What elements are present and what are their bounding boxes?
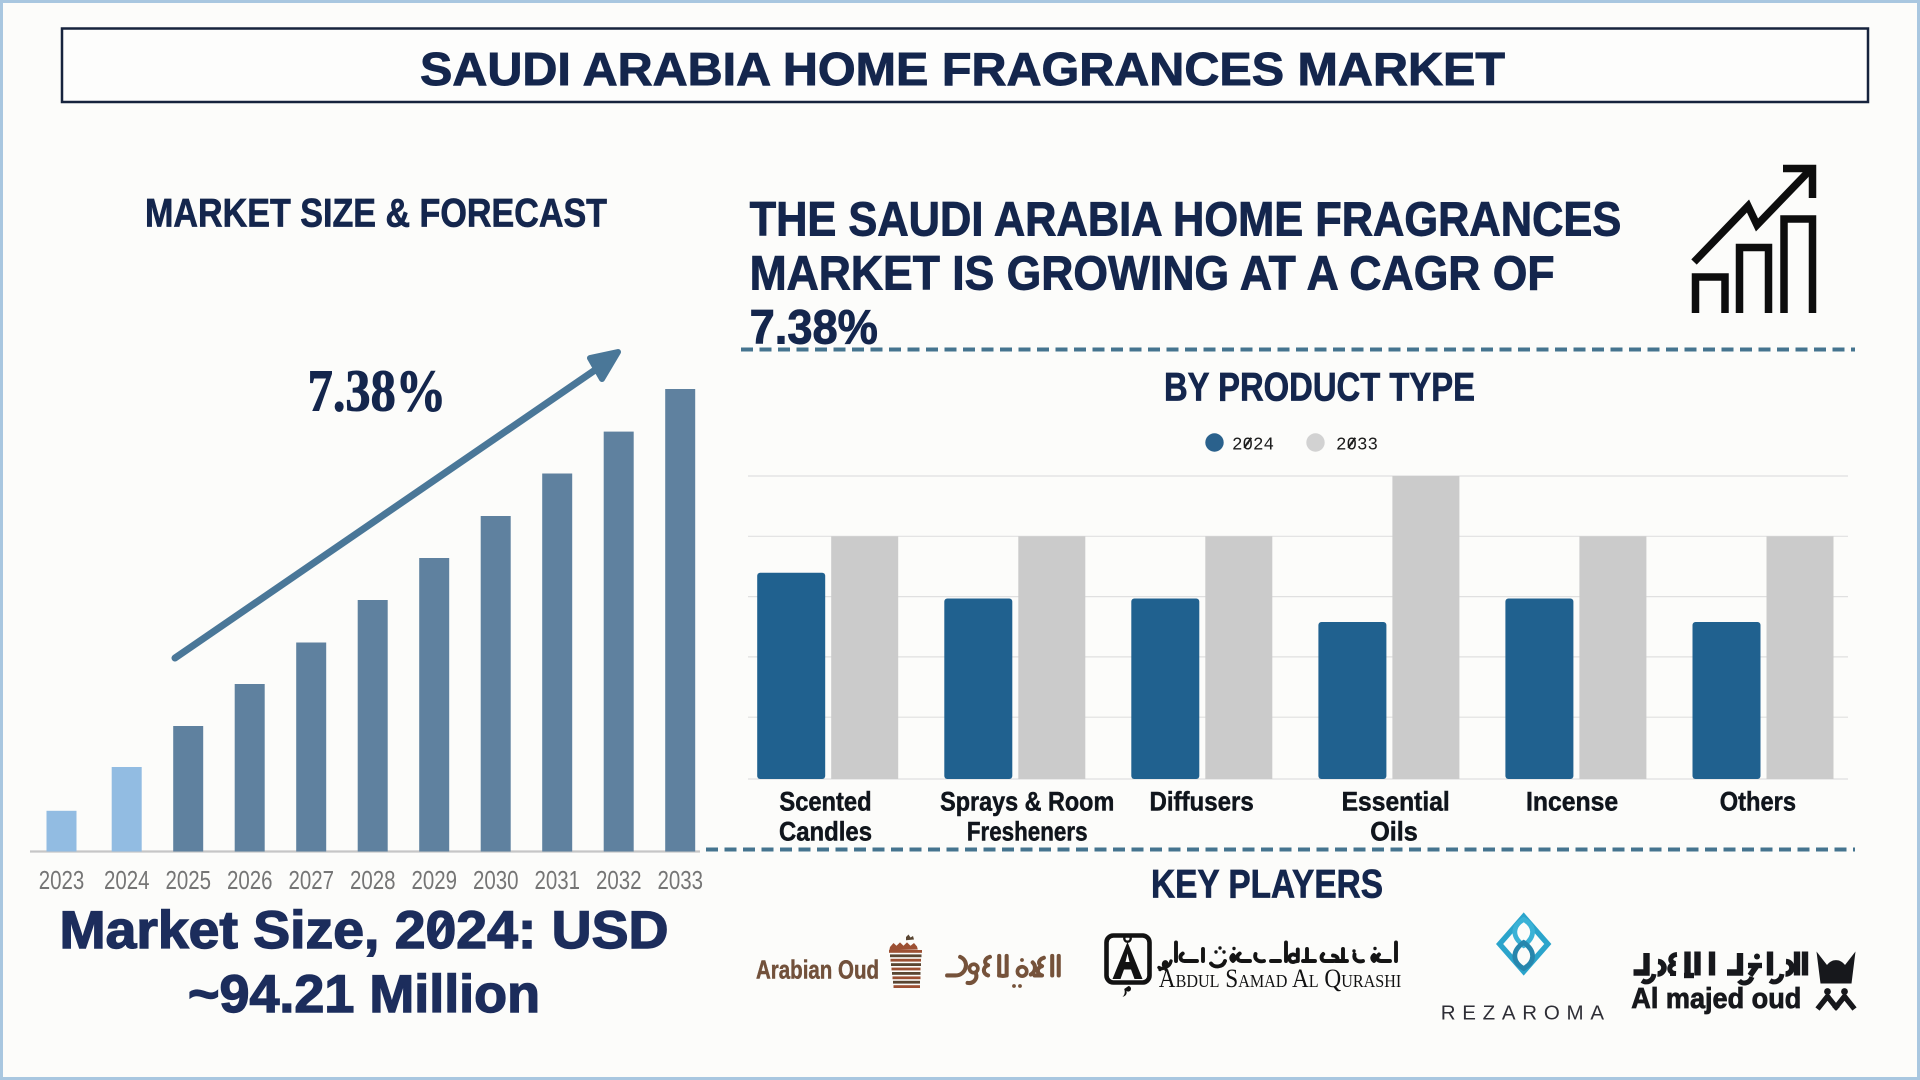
svg-text:2030: 2030 — [473, 865, 519, 895]
svg-text:2031: 2031 — [534, 865, 580, 895]
svg-text:SAUDI ARABIA HOME FRAGRANCES M: SAUDI ARABIA HOME FRAGRANCES MARKET — [420, 43, 1505, 95]
svg-text:Scented: Scented — [779, 787, 871, 817]
svg-text:REZAROMA: REZAROMA — [1441, 1002, 1606, 1025]
svg-text:Oils: Oils — [1370, 817, 1418, 847]
svg-text:Incense: Incense — [1526, 787, 1618, 817]
svg-text:Al majed oud: Al majed oud — [1631, 983, 1801, 1015]
svg-text:7.38%: 7.38% — [750, 302, 878, 355]
svg-text:2024: 2024 — [104, 865, 150, 895]
svg-text:2024: 2024 — [1232, 435, 1274, 456]
svg-text:2032: 2032 — [596, 865, 642, 895]
svg-text:Market Size, 2024: USD: Market Size, 2024: USD — [60, 901, 669, 960]
svg-text:7.38%: 7.38% — [308, 358, 447, 424]
svg-text:MARKET IS GROWING AT A CAGR OF: MARKET IS GROWING AT A CAGR OF — [750, 248, 1555, 301]
svg-text:2023: 2023 — [39, 865, 85, 895]
svg-text:2025: 2025 — [165, 865, 211, 895]
svg-text:MARKET SIZE & FORECAST: MARKET SIZE & FORECAST — [145, 192, 607, 236]
svg-text:2029: 2029 — [411, 865, 457, 895]
svg-text:Others: Others — [1720, 787, 1796, 817]
svg-text:BY PRODUCT TYPE: BY PRODUCT TYPE — [1164, 366, 1475, 410]
svg-text:2028: 2028 — [350, 865, 396, 895]
svg-text:Arabian Oud: Arabian Oud — [756, 955, 879, 985]
svg-text:THE SAUDI ARABIA HOME FRAGRANC: THE SAUDI ARABIA HOME FRAGRANCES — [750, 194, 1622, 247]
svg-text:2027: 2027 — [288, 865, 334, 895]
svg-text:Sprays & Room: Sprays & Room — [940, 787, 1114, 817]
svg-text:2026: 2026 — [227, 865, 273, 895]
svg-text:Essential: Essential — [1342, 787, 1450, 817]
svg-text:2033: 2033 — [1336, 435, 1378, 456]
svg-text:Fresheners: Fresheners — [967, 817, 1088, 847]
svg-text:~94.21 Million: ~94.21 Million — [188, 965, 540, 1024]
svg-text:2033: 2033 — [657, 865, 703, 895]
svg-text:Diffusers: Diffusers — [1150, 787, 1254, 817]
svg-text:Candles: Candles — [779, 817, 872, 847]
svg-text:KEY PLAYERS: KEY PLAYERS — [1151, 863, 1383, 907]
svg-text:Abdul Samad Al Qurashi: Abdul Samad Al Qurashi — [1159, 964, 1401, 993]
